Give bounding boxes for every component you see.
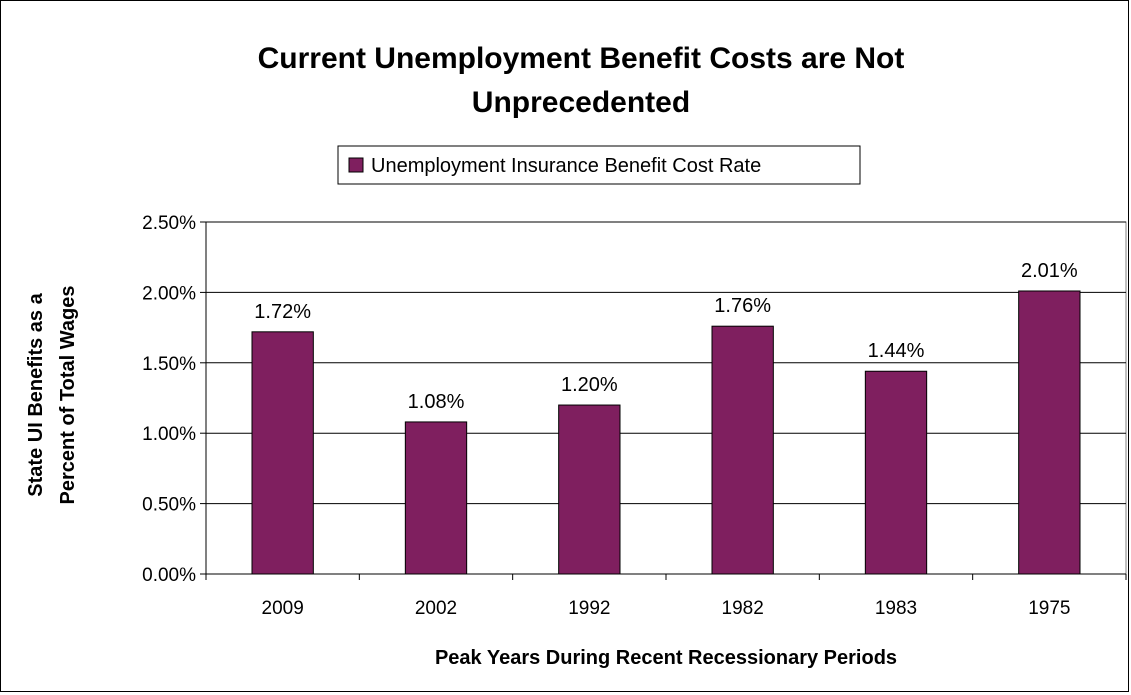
legend: Unemployment Insurance Benefit Cost Rate (337, 145, 861, 185)
y-axis-title: State UI Benefits as a Percent of Total … (25, 286, 79, 505)
bar (1018, 290, 1081, 575)
plot-border (205, 221, 1127, 575)
legend-box (337, 145, 861, 185)
y-axis-title-line-2: Percent of Total Wages (57, 286, 79, 505)
x-tick-label: 1983 (875, 598, 917, 619)
y-tick-label: 2.00% (142, 283, 196, 304)
data-label: 1.76% (714, 295, 771, 317)
data-label: 1.72% (254, 301, 311, 323)
y-axis-title-line-1: State UI Benefits as a (25, 292, 47, 496)
y-tick-label: 1.00% (142, 424, 196, 445)
chart-title-line-2: Unprecedented (472, 86, 690, 119)
x-tick-label: 1975 (1028, 598, 1070, 619)
bar (558, 404, 621, 575)
data-label: 1.20% (561, 374, 618, 396)
bar (251, 331, 314, 575)
legend-swatch (348, 157, 364, 173)
data-label: 1.08% (408, 391, 465, 413)
x-tick-label: 1992 (568, 598, 610, 619)
x-tick-label: 1982 (722, 598, 764, 619)
y-tick-label: 1.50% (142, 354, 196, 375)
bar (404, 421, 468, 575)
data-label: 2.01% (1021, 260, 1078, 282)
y-tick-label: 0.50% (142, 495, 196, 516)
x-tick-label: 2002 (415, 598, 457, 619)
plot-area: 0.00% 0.50% 1.00% 1.50% 2.00% 2.50% 1.72% 2009 1… (142, 213, 1127, 619)
bar (711, 325, 774, 575)
x-axis-title: Peak Years During Recent Recessionary Pe… (435, 647, 897, 669)
bar (864, 370, 928, 575)
x-tick-label: 2009 (262, 598, 304, 619)
y-tick-label: 0.00% (142, 565, 196, 586)
data-label: 1.44% (868, 340, 925, 362)
y-tick-label: 2.50% (142, 213, 196, 234)
legend-label: Unemployment Insurance Benefit Cost Rate (371, 155, 761, 177)
chart-title-line-1: Current Unemployment Benefit Costs are N… (258, 42, 905, 75)
